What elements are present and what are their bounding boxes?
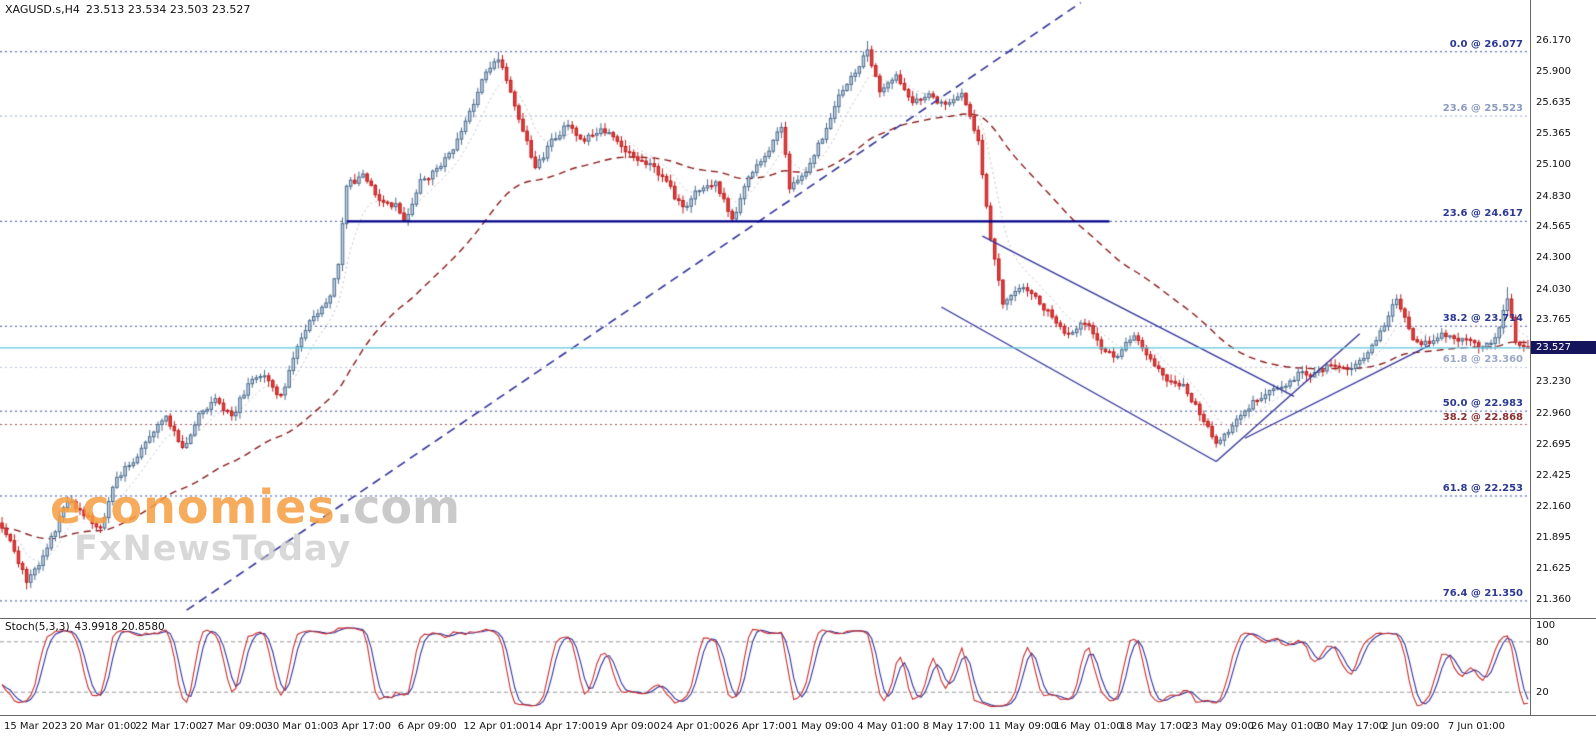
- time-axis-label: 22 Mar 17:00: [135, 721, 203, 732]
- time-axis-label: 1 May 09:00: [791, 721, 854, 732]
- time-axis-label: 4 May 01:00: [857, 721, 920, 732]
- price-axis-label: 25.900: [1536, 66, 1571, 78]
- time-axis-label: 14 Apr 17:00: [529, 721, 595, 732]
- price-axis-label: 24.300: [1536, 252, 1571, 264]
- price-axis-label: 24.030: [1536, 283, 1571, 295]
- stochastic-panel: Stoch(5,3,3) 43.9918 20.8580 100 80 20: [0, 619, 1596, 716]
- ohlc-values-label: 23.513 23.534 23.503 23.527: [85, 3, 251, 16]
- price-axis-label: 24.830: [1536, 190, 1571, 202]
- time-axis-label: 12 Apr 01:00: [463, 721, 529, 732]
- stoch-indicator-label: Stoch(5,3,3) 43.9918 20.8580: [5, 621, 170, 633]
- current-price-tag: 23.527: [1531, 340, 1596, 354]
- price-axis-label: 22.960: [1536, 407, 1571, 419]
- price-axis[interactable]: 26.170 25.900 25.635 25.365 25.100 24.830 24.5…: [1530, 0, 1596, 618]
- time-axis-label: 26 May 01:00: [1250, 721, 1320, 732]
- time-axis-label: 19 Apr 09:00: [594, 721, 660, 732]
- price-axis-label: 21.625: [1536, 562, 1571, 574]
- stoch-axis-label: 100: [1536, 620, 1556, 631]
- time-axis-label: 20 Mar 01:00: [69, 721, 137, 732]
- time-axis-label: 2 Jun 09:00: [1382, 721, 1440, 732]
- chart-symbol-info: XAGUSD.s,H4 23.513 23.534 23.503 23.527: [5, 3, 256, 16]
- price-axis-label: 23.765: [1536, 314, 1571, 326]
- price-axis-label: 25.635: [1536, 97, 1571, 109]
- time-axis[interactable]: 15 Mar 2023 20 Mar 01:00 22 Mar 17:00 27 Ma…: [0, 716, 1596, 743]
- time-axis-label: 6 Apr 09:00: [397, 721, 457, 732]
- time-axis-label: 18 May 17:00: [1119, 721, 1189, 732]
- price-axis-label: 22.425: [1536, 470, 1571, 481]
- price-axis-label: 22.160: [1536, 500, 1571, 512]
- time-axis-label: 8 May 17:00: [922, 721, 986, 732]
- price-axis-label: 21.895: [1536, 531, 1571, 543]
- time-axis-label: 26 Apr 17:00: [725, 721, 792, 732]
- price-axis-label: 25.100: [1536, 159, 1571, 171]
- time-axis-label: 27 Mar 09:00: [200, 721, 268, 732]
- price-axis-label: 25.365: [1536, 128, 1571, 140]
- time-axis-label: 16 May 01:00: [1054, 721, 1123, 732]
- stoch-chart-canvas[interactable]: [0, 619, 1530, 715]
- price-chart-canvas[interactable]: [0, 0, 1530, 618]
- stoch-values: 43.9918 20.8580: [74, 621, 165, 633]
- main-chart-panel: XAGUSD.s,H4 23.513 23.534 23.503 23.527 e…: [0, 0, 1596, 619]
- price-axis-label: 22.695: [1536, 438, 1571, 450]
- time-axis-label: 15 Mar 2023: [4, 721, 68, 732]
- time-axis-label: 3 Apr 17:00: [332, 721, 391, 732]
- time-axis-label: 24 Apr 01:00: [660, 721, 726, 732]
- price-axis-label: 23.230: [1536, 376, 1571, 388]
- price-axis-label: 26.170: [1536, 34, 1571, 46]
- time-axis-label: 30 Mar 01:00: [266, 721, 334, 732]
- stoch-name: Stoch(5,3,3): [5, 621, 70, 633]
- time-axis-label: 23 May 09:00: [1185, 721, 1254, 732]
- time-axis-label: 11 May 09:00: [988, 721, 1058, 732]
- stoch-axis-label: 80: [1536, 636, 1549, 648]
- time-axis-label: 7 Jun 01:00: [1447, 721, 1506, 732]
- stoch-axis[interactable]: 100 80 20: [1530, 619, 1596, 715]
- time-axis-label: 30 May 17:00: [1316, 721, 1386, 732]
- price-axis-label: 21.360: [1536, 593, 1571, 605]
- price-axis-label: 24.565: [1536, 221, 1571, 233]
- symbol-timeframe-label: XAGUSD.s,H4: [5, 3, 80, 16]
- stoch-axis-label: 20: [1536, 687, 1549, 699]
